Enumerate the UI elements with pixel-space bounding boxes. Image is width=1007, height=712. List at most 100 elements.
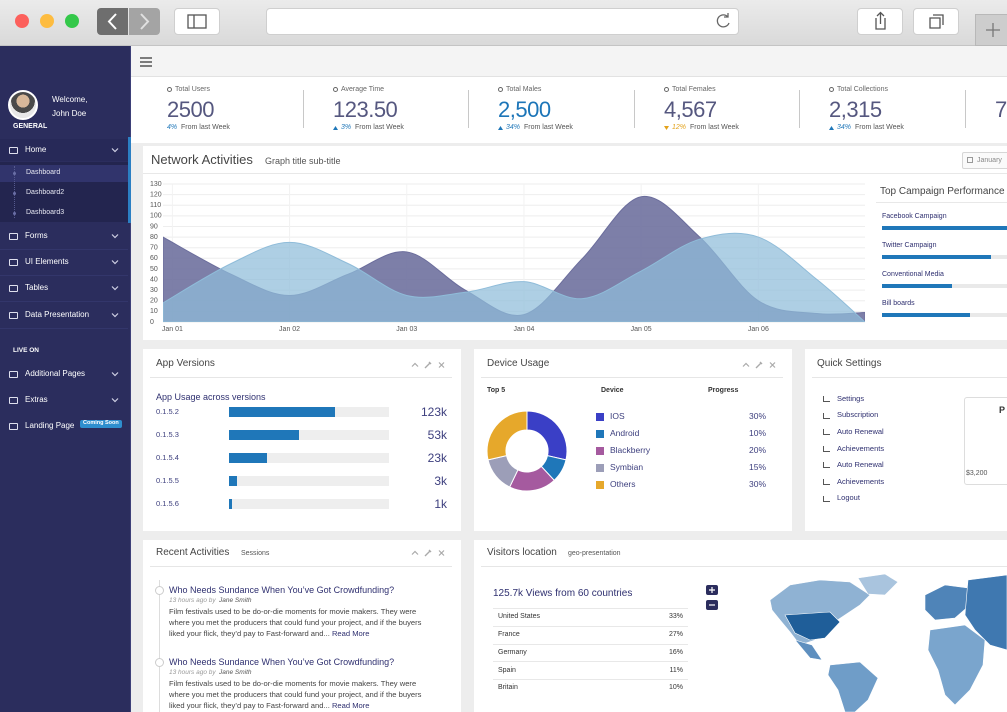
stat-value: 123.50	[333, 96, 398, 122]
setting-item[interactable]: Auto Renewal	[837, 426, 884, 436]
usage-label: 1k	[434, 496, 447, 511]
zoom-button[interactable]	[65, 14, 79, 28]
menu-item[interactable]: UI Elements	[25, 257, 69, 267]
menu-item[interactable]: Forms	[25, 231, 48, 241]
legend-label: IOS	[610, 411, 625, 422]
setting-item[interactable]: Achievements	[837, 443, 885, 453]
setting-item[interactable]: Settings	[837, 393, 865, 403]
home-row	[0, 139, 128, 161]
activity-body: Film festivals used to be do-or-die mome…	[169, 678, 437, 711]
share-button[interactable]	[857, 8, 903, 35]
legend-label: Blackberry	[610, 445, 651, 456]
panel-subtitle: Sessions	[241, 550, 270, 558]
version-label: 0.1.5.5	[156, 475, 179, 485]
address-bar[interactable]	[266, 8, 739, 35]
bar	[229, 430, 300, 440]
legend-value: 10%	[748, 428, 766, 439]
close-button[interactable]	[15, 14, 29, 28]
panel-divider	[150, 377, 452, 378]
forward-button[interactable]	[129, 8, 160, 35]
bar	[229, 476, 237, 486]
column-header: Top 5	[487, 387, 506, 395]
zoom-in[interactable]	[706, 585, 718, 595]
menu-item[interactable]: Data Presentation	[25, 310, 90, 320]
submenu-item[interactable]: Dashboard2	[26, 189, 65, 197]
stat-separator	[303, 90, 304, 128]
submenu-item[interactable]: Dashboard	[26, 169, 61, 177]
stat-change: 34%	[506, 124, 521, 132]
legend-value: 20%	[748, 445, 766, 456]
read-more[interactable]: Read More	[331, 701, 370, 710]
read-more[interactable]: Read More	[331, 629, 370, 638]
submenu-item[interactable]: Dashboard3	[26, 209, 65, 217]
activity-time: 13 hours ago by	[169, 669, 216, 677]
setting-item[interactable]: Auto Renewal	[837, 460, 884, 470]
country-share: 27%	[668, 630, 683, 638]
panel-divider	[143, 173, 1007, 174]
zoom-out[interactable]	[706, 600, 718, 610]
bar	[229, 499, 233, 509]
date-button[interactable]	[962, 152, 1007, 169]
activity-body: Film festivals used to be do-or-die mome…	[169, 606, 437, 639]
setting-item[interactable]: Subscription	[837, 410, 879, 420]
legend-swatch	[596, 413, 604, 421]
row-separator	[493, 608, 688, 609]
activity-text: Film festivals used to be do-or-die mome…	[169, 679, 422, 710]
submenu-dot	[12, 171, 16, 175]
date-icon	[967, 157, 973, 163]
legend-swatch	[596, 481, 604, 489]
country-share: 11%	[669, 666, 684, 674]
menu-item[interactable]: Additional Pages	[25, 369, 86, 379]
row-separator	[493, 679, 688, 681]
network-panel	[143, 146, 1007, 340]
minimize-button[interactable]	[40, 14, 54, 28]
campaign-title: Top Campaign Performance	[880, 186, 1005, 197]
activity-title[interactable]: Who Needs Sundance When You’ve Got Crowd…	[169, 656, 395, 667]
country: United States	[498, 613, 541, 621]
legend-label: Others	[610, 479, 636, 490]
new-tab-button[interactable]	[975, 14, 1007, 46]
legend-swatch	[596, 464, 604, 472]
legend-value: 15%	[748, 462, 766, 473]
menu-item[interactable]: Tables	[25, 283, 49, 293]
row-separator	[493, 661, 688, 663]
version-label: 0.1.5.3	[156, 429, 179, 439]
setting-icon	[823, 396, 830, 402]
menu-item[interactable]: Landing Page	[25, 421, 75, 431]
section-label: LIVE ON	[13, 347, 40, 355]
country: France	[498, 630, 520, 638]
version-label: 0.1.5.2	[156, 406, 179, 416]
stat-note: From last Week	[524, 124, 573, 132]
stat-separator	[468, 90, 469, 128]
panel-divider	[481, 377, 783, 378]
activity-author: Jane Smith	[219, 669, 252, 677]
legend-value: 30%	[748, 479, 766, 490]
recent-panel	[143, 540, 461, 712]
menu-item[interactable]: Home	[25, 145, 47, 155]
legend-swatch	[596, 430, 604, 438]
tabs-button[interactable]	[913, 8, 959, 35]
setting-icon	[823, 462, 830, 469]
country-share: 10%	[668, 684, 683, 692]
usage-label: 53k	[427, 427, 447, 442]
stat-icon	[829, 87, 834, 92]
welcome: Welcome,	[52, 95, 88, 105]
panel-title: Recent Activities	[156, 547, 230, 558]
setting-icon	[823, 445, 830, 452]
menu-icon	[9, 370, 18, 378]
usage-label: 3k	[434, 473, 447, 488]
menu-icon	[9, 258, 18, 266]
submenu-active	[0, 165, 128, 182]
column-header: Progress	[708, 387, 739, 395]
panel-subtitle: geo-presentation	[568, 550, 621, 558]
sidebar-toggle[interactable]	[174, 8, 220, 35]
setting-item[interactable]: Achievements	[837, 476, 885, 486]
back-button[interactable]	[97, 8, 128, 35]
setting-item[interactable]: Logout	[837, 493, 860, 503]
stat-change: 12%	[672, 124, 687, 132]
activity-title[interactable]: Who Needs Sundance When You’ve Got Crowd…	[169, 584, 395, 595]
bar	[882, 255, 991, 259]
menu-item[interactable]: Extras	[25, 395, 48, 405]
bar-track	[229, 499, 389, 509]
bar-track	[229, 453, 389, 463]
